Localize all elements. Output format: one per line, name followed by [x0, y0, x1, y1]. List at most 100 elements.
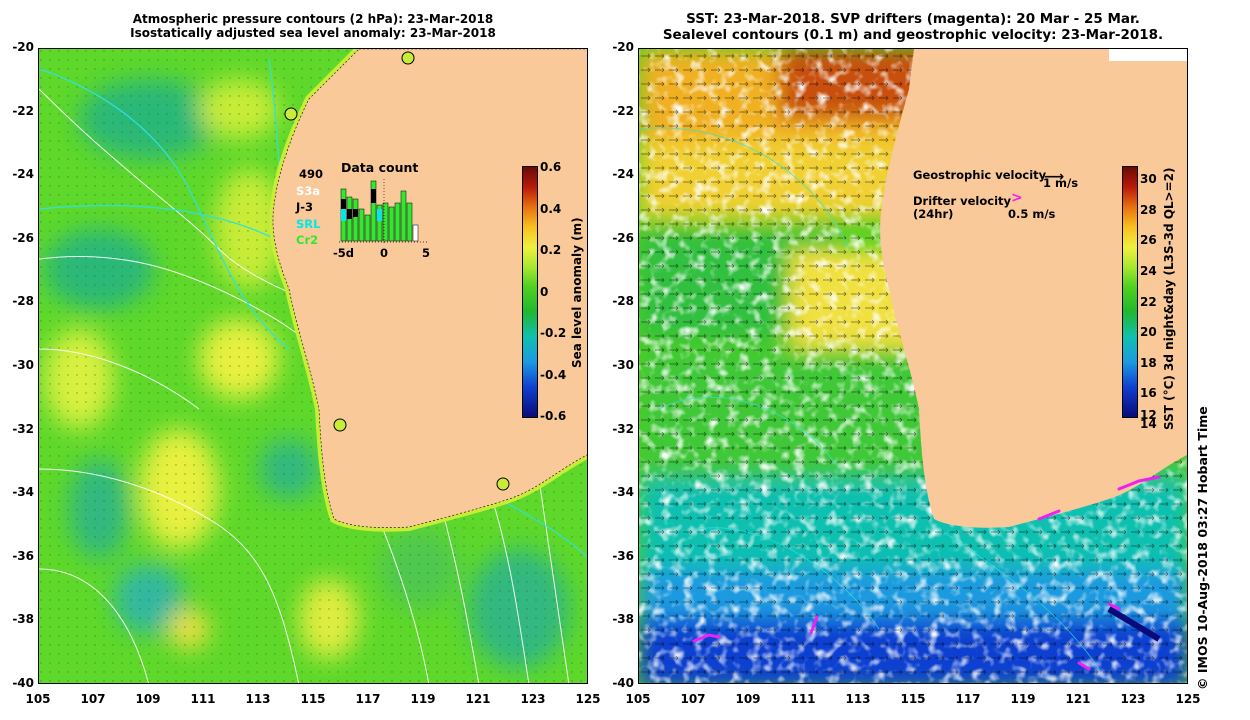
- sst-cb-tick-14: 14: [1140, 417, 1157, 431]
- left-lat-tick: -30: [12, 358, 34, 372]
- svp-drifters: [692, 475, 1161, 671]
- sst-map: [638, 48, 1188, 684]
- legend-j3: J-3: [296, 200, 314, 214]
- sla-cb-tick-minus0.4: -0.4: [540, 368, 567, 382]
- sst-cb-tick-22: 22: [1140, 295, 1157, 309]
- left-lon-tick: 107: [80, 692, 106, 706]
- right-lat-tick: -32: [612, 421, 634, 436]
- drifter-velocity-label: Drifter velocity: [913, 194, 1012, 208]
- left-lat-tick: -32: [12, 421, 34, 436]
- sst-cb-tick-30: 30: [1140, 172, 1157, 186]
- left-title-line2: Isostatically adjusted sea level anomaly…: [130, 26, 496, 40]
- drifter-scale: 0.5 m/s: [1008, 207, 1056, 221]
- left-lon-tick: 105: [25, 692, 51, 706]
- sst-cb-tick-12: 12: [1140, 408, 1157, 422]
- right-lon-tick: 113: [845, 692, 871, 706]
- sla-cb-tick-0.6: 0.6: [540, 160, 562, 174]
- left-lon-tick: 113: [245, 692, 271, 706]
- drifter-sub-label: (24hr): [913, 207, 954, 221]
- left-lon-tick: 119: [410, 692, 436, 706]
- right-lat-tick: -26: [612, 230, 634, 245]
- sst-colorbar-label: SST (°C) 3d night&day (L3S-3d QL>=2): [1162, 167, 1176, 431]
- inset-tick-5: 5: [422, 246, 431, 260]
- left-lat-tick: -22: [12, 103, 34, 118]
- sla-cb-tick-minus0.6: -0.6: [540, 409, 567, 423]
- geostrophic-scale: 1 m/s: [1043, 176, 1079, 190]
- sst-colorbar: [1122, 166, 1138, 418]
- map-gap: [1109, 49, 1187, 61]
- legend-490: 490: [299, 167, 324, 181]
- inset-tick-0: 0: [380, 246, 389, 260]
- geostrophic-velocity-label: Geostrophic velocity: [913, 168, 1047, 182]
- left-lon-tick: 121: [465, 692, 491, 706]
- left-lat-tick: -38: [12, 612, 34, 627]
- sst-map-svg: [639, 49, 1187, 683]
- left-lon-tick: 125: [575, 692, 601, 706]
- sla-map-svg: [39, 49, 587, 683]
- sst-cb-tick-28: 28: [1140, 203, 1157, 217]
- right-lon-tick: 105: [625, 692, 651, 706]
- left-lat-tick: -20: [12, 40, 34, 54]
- sea-level-anomaly-map: [38, 48, 588, 684]
- right-lon-tick: 119: [1010, 692, 1036, 706]
- right-lat-tick: -30: [612, 358, 634, 372]
- data-count-title: Data count: [341, 160, 419, 175]
- left-panel-title: Atmospheric pressure contours (2 hPa): 2…: [38, 12, 588, 40]
- right-lon-tick: 109: [735, 692, 761, 706]
- left-lon-tick: 115: [300, 692, 326, 706]
- sla-colorbar-label: Sea level anomaly (m): [570, 217, 584, 368]
- data-count-inset: [339, 179, 427, 245]
- legend-cr2: Cr2: [296, 233, 319, 247]
- right-title-line2: Sealevel contours (0.1 m) and geostrophi…: [662, 27, 1164, 43]
- left-lat-tick: -34: [12, 485, 34, 500]
- tide-gauge-markers: [284, 51, 510, 491]
- legend-srl: SRL: [296, 217, 321, 231]
- data-count-bars: [340, 180, 419, 242]
- sla-colorbar: [522, 166, 538, 418]
- geostrophic-arrow-icon: ⟶: [1044, 169, 1065, 185]
- left-lat-tick: -40: [12, 676, 34, 690]
- left-lat-tick: -26: [12, 230, 34, 245]
- right-lon-tick: 107: [680, 692, 706, 706]
- left-lat-tick: -36: [12, 548, 34, 563]
- right-lat-tick: -38: [612, 612, 634, 627]
- legend-s3a: S3a: [296, 184, 321, 198]
- sst-cb-tick-16: 16: [1140, 386, 1157, 400]
- left-lon-tick: 109: [135, 692, 161, 706]
- imos-credit: © IMOS 10-Aug-2018 03:27 Hobart Time: [1195, 406, 1210, 690]
- sst-cb-tick-20: 20: [1140, 325, 1157, 339]
- right-lat-tick: -28: [612, 294, 634, 309]
- right-lon-tick: 115: [900, 692, 926, 706]
- right-panel-title: SST: 23-Mar-2018. SVP drifters (magenta)…: [638, 11, 1188, 43]
- right-lon-tick: 123: [1120, 692, 1146, 706]
- sst-cb-tick-24: 24: [1140, 264, 1157, 278]
- left-lon-tick: 117: [355, 692, 381, 706]
- right-lat-tick: -36: [612, 548, 634, 563]
- australia-landmass-sst: [880, 49, 1187, 528]
- sst-cb-tick-26: 26: [1140, 233, 1157, 247]
- right-lon-tick: 117: [955, 692, 981, 706]
- sealevel-contours: [639, 127, 1100, 670]
- right-lat-tick: -34: [612, 485, 634, 500]
- inset-tick-minus5d: -5d: [333, 246, 355, 260]
- right-lon-tick: 111: [790, 692, 816, 706]
- right-lat-tick: -24: [612, 167, 634, 182]
- left-lon-tick: 123: [520, 692, 546, 706]
- drifter-track-dark: [1107, 606, 1161, 642]
- right-lat-tick: -40: [612, 676, 634, 690]
- sla-cb-tick-0.4: 0.4: [540, 202, 562, 216]
- left-lat-tick: -24: [12, 167, 34, 182]
- sst-cb-tick-18: 18: [1140, 356, 1157, 370]
- left-lon-tick: 111: [190, 692, 216, 706]
- sla-cb-tick-minus0.2: -0.2: [540, 326, 567, 340]
- right-title-line1: SST: 23-Mar-2018. SVP drifters (magenta)…: [686, 11, 1140, 27]
- drifter-arrow-icon: >: [1011, 190, 1023, 206]
- sla-cb-tick-0.2: 0.2: [540, 243, 562, 257]
- right-lat-tick: -20: [612, 40, 634, 54]
- sla-cb-tick-0: 0: [540, 285, 549, 299]
- left-lat-tick: -28: [12, 294, 34, 309]
- left-title-line1: Atmospheric pressure contours (2 hPa): 2…: [132, 12, 494, 26]
- right-lon-tick: 125: [1175, 692, 1201, 706]
- right-lon-tick: 121: [1065, 692, 1091, 706]
- right-lat-tick: -22: [612, 103, 634, 118]
